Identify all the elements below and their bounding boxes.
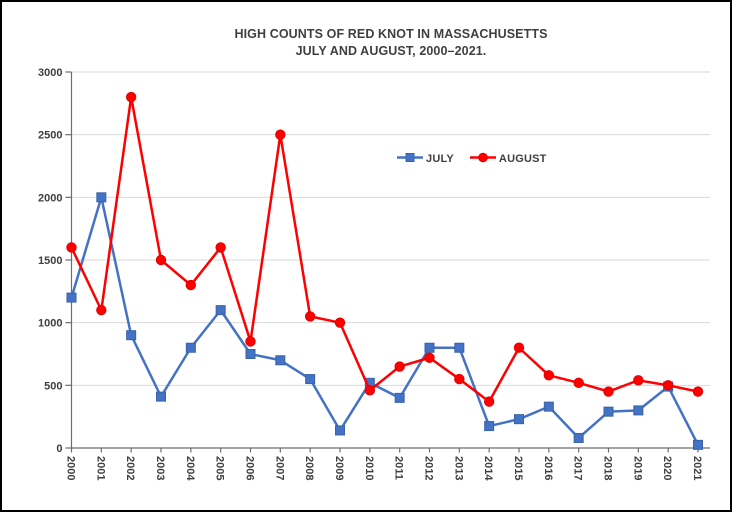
y-tick-label: 3000	[38, 67, 62, 79]
legend-swatch-canvas	[469, 152, 496, 163]
data-point	[185, 279, 197, 291]
x-tick-label: 2019	[631, 456, 643, 480]
series-august	[66, 91, 704, 407]
x-tick-label: 2018	[602, 456, 614, 480]
data-point	[96, 304, 107, 316]
x-tick-label: 2008	[303, 456, 315, 480]
x-tick-label: 2001	[94, 456, 106, 480]
data-point	[662, 380, 674, 391]
data-point	[603, 406, 614, 417]
x-tick-label: 2011	[393, 456, 405, 480]
legend-label-july: JULY	[426, 153, 454, 165]
legend-marker-august-icon	[469, 150, 496, 168]
data-point	[66, 242, 77, 253]
data-point	[96, 192, 107, 203]
data-point	[245, 349, 256, 359]
data-point	[335, 425, 345, 436]
y-tick-label: 0	[56, 443, 62, 455]
x-tick-label: 2005	[214, 456, 226, 480]
legend-item-july: JULY	[397, 150, 454, 168]
data-point	[245, 336, 256, 347]
legend-label-august: AUGUST	[498, 153, 547, 165]
legend-item-august: AUGUST	[469, 150, 547, 168]
data-point	[633, 405, 644, 416]
data-point	[693, 439, 703, 450]
x-tick-label: 2010	[363, 456, 375, 480]
legend-marker-july-icon	[397, 150, 423, 168]
x-tick-label: 2009	[333, 456, 345, 480]
y-tick-label: 500	[44, 380, 62, 392]
data-point	[543, 370, 555, 381]
data-point	[156, 391, 166, 402]
series-july	[66, 192, 703, 450]
gridlines	[71, 71, 710, 386]
series-line-august	[70, 95, 700, 403]
x-tick-label: 2007	[273, 456, 285, 480]
x-tick-label: 2014	[482, 456, 494, 481]
data-point	[66, 292, 77, 303]
x-tick-label: 2012	[423, 456, 435, 480]
y-tick-label: 2500	[38, 130, 62, 142]
data-point	[573, 377, 584, 389]
data-point	[424, 342, 435, 353]
data-point	[185, 342, 196, 353]
data-point	[513, 342, 525, 353]
data-point	[304, 311, 316, 322]
series-line-july	[70, 196, 700, 447]
data-point	[126, 330, 137, 341]
x-tick-label: 2004	[184, 456, 196, 481]
data-point	[394, 361, 405, 372]
data-point	[125, 91, 137, 103]
data-point	[483, 396, 495, 407]
legend-swatch-canvas	[397, 153, 423, 162]
y-tick-label: 2000	[38, 192, 62, 204]
x-tick-label: 2000	[65, 456, 77, 480]
data-point	[454, 373, 465, 385]
axes: 0 500 1000 1500 2000 2500 3000 2000 2001 2002 2003…	[38, 67, 710, 481]
x-tick-label: 2021	[691, 456, 703, 480]
data-point	[573, 432, 584, 443]
x-tick-label: 2017	[572, 456, 584, 480]
data-point	[603, 386, 614, 397]
x-tick-label: 2020	[661, 456, 673, 480]
chart-title-line2: JULY AND AUGUST, 2000–2021.	[295, 44, 487, 58]
x-tick-label: 2003	[154, 456, 166, 480]
chart-title: HIGH COUNTS OF RED KNOT IN MASSACHUSETTS…	[72, 26, 710, 60]
data-point	[334, 317, 346, 328]
chart-legend: JULY AUGUST	[397, 150, 547, 168]
data-point	[275, 355, 286, 366]
data-point	[484, 421, 495, 432]
data-point	[424, 352, 435, 363]
y-tick-label: 1000	[38, 318, 62, 330]
data-point	[275, 129, 286, 140]
data-point	[454, 342, 465, 353]
x-tick-label: 2013	[452, 456, 464, 480]
data-point	[394, 392, 405, 403]
data-point	[215, 242, 226, 253]
data-point	[692, 386, 704, 397]
chart-title-line1: HIGH COUNTS OF RED KNOT IN MASSACHUSETTS	[234, 27, 548, 41]
data-point	[364, 385, 376, 396]
x-tick-label: 2016	[542, 456, 554, 480]
y-tick-label: 1500	[38, 255, 62, 267]
x-tick-label: 2006	[244, 456, 256, 480]
data-point	[155, 254, 167, 266]
data-point	[514, 414, 524, 425]
x-tick-label: 2015	[512, 456, 524, 480]
data-point	[305, 374, 316, 385]
data-point	[215, 305, 226, 316]
x-tick-label: 2002	[124, 456, 136, 480]
data-point	[633, 375, 644, 386]
data-point	[543, 401, 554, 412]
